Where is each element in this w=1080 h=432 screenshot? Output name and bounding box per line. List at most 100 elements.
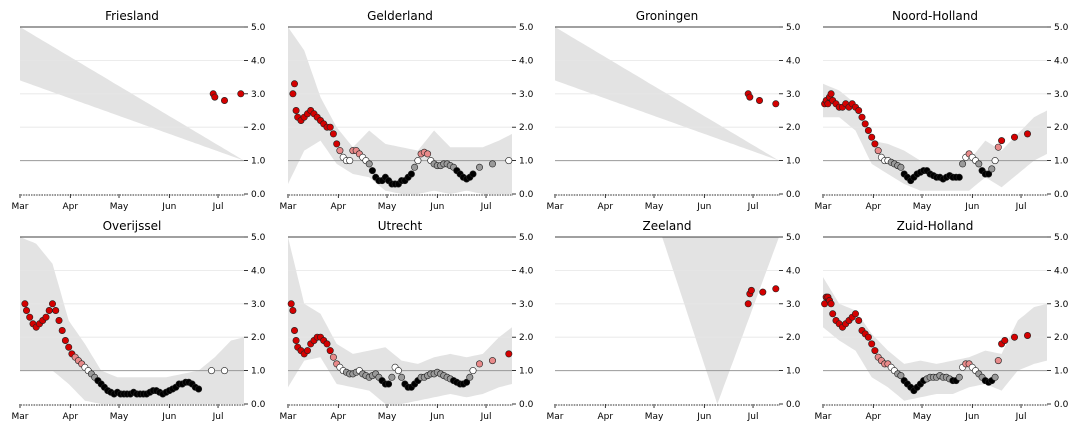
x-tick-label: Mar [280,202,297,212]
x-minor-ticks [554,404,780,406]
panel-groningen: Groningen 0.0 1.0 2.0 3.0 4.0 5.0 Mar Apr May Jun J… [547,9,801,212]
x-minor-ticks [19,404,245,406]
x-tick-label: Jul [212,412,224,422]
y-tick-label: 3.0 [786,90,801,100]
y-tick-label: 4.0 [786,266,801,276]
y-tick-label: 1.0 [1054,367,1069,377]
panel-title: Utrecht [378,219,423,233]
data-point [1024,130,1032,138]
data-point [829,310,837,318]
y-tick-label: 1.0 [519,367,534,377]
data-point [488,357,496,365]
panel-title: Gelderland [367,9,433,23]
x-tick-label: Jul [1015,412,1027,422]
data-point [289,306,297,314]
data-point [998,137,1006,145]
data-point [329,353,337,361]
data-point [52,306,60,314]
data-point [463,378,471,386]
data-point [211,93,219,101]
confidence-band [20,237,244,404]
y-tick-label: 3.0 [1054,300,1069,310]
panel-title: Zuid-Holland [897,219,974,233]
data-point [824,100,832,108]
data-point [994,143,1002,151]
y-tick-label: 0.0 [251,400,266,410]
data-point [1001,336,1009,344]
data-point [21,300,29,308]
data-point [346,157,354,165]
y-tick-label: 3.0 [786,300,801,310]
data-point [466,373,474,381]
x-tick-label: Apr [331,412,347,422]
x-tick-label: Jul [1015,202,1027,212]
data-point [48,300,56,308]
x-tick-label: Apr [63,412,79,422]
data-point [333,140,341,148]
y-tick-label: 2.0 [1054,123,1069,133]
data-point [864,127,872,135]
x-tick-label: Mar [280,412,297,422]
panel-title: Noord-Holland [892,9,978,23]
x-tick-label: Jun [964,202,979,212]
data-point [991,373,999,381]
data-point [505,350,513,358]
x-tick-label: Jul [212,202,224,212]
y-tick-label: 2.0 [251,333,266,343]
x-tick-label: May [110,202,129,212]
data-point [336,147,344,155]
data-point [868,340,876,348]
y-tick-label: 2.0 [251,123,266,133]
y-tick-label: 2.0 [786,333,801,343]
data-point [897,372,905,380]
data-point [237,90,245,98]
data-point [385,380,393,388]
data-point [505,157,513,165]
x-minor-ticks [822,404,1048,406]
data-point [469,170,477,178]
data-point [988,165,996,173]
x-tick-label: Jul [480,202,492,212]
data-point [368,167,376,175]
data-point [755,97,763,105]
data-point [221,97,229,105]
data-point [955,173,963,181]
data-point [45,306,53,314]
x-tick-label: Apr [63,202,79,212]
data-point [290,80,298,88]
y-tick-label: 3.0 [519,90,534,100]
panel-title: Groningen [636,9,698,23]
y-tick-label: 4.0 [251,56,266,66]
y-tick-label: 4.0 [519,56,534,66]
y-tick-label: 5.0 [1054,233,1069,243]
y-tick-label: 2.0 [786,123,801,133]
data-point [475,360,483,368]
data-point [975,160,983,168]
data-point [329,130,337,138]
data-point [290,326,298,334]
x-tick-label: Jun [696,202,711,212]
x-tick-label: Mar [547,412,564,422]
x-tick-label: Apr [598,412,614,422]
y-tick-label: 2.0 [519,333,534,343]
data-point [874,147,882,155]
y-tick-label: 0.0 [1054,190,1069,200]
y-tick-label: 1.0 [786,367,801,377]
confidence-band [555,237,779,404]
data-point [868,133,876,141]
y-tick-label: 3.0 [251,300,266,310]
panel-noord-holland: Noord-Holland 0.0 1.0 2.0 3.0 4.0 5.0 Mar Apr May… [815,9,1069,212]
x-tick-label: Jul [747,202,759,212]
y-tick-label: 3.0 [1054,90,1069,100]
data-point [488,160,496,168]
data-point [424,150,432,158]
data-point [61,336,69,344]
y-tick-label: 0.0 [1054,400,1069,410]
y-tick-label: 0.0 [519,400,534,410]
data-point [22,306,30,314]
y-tick-label: 5.0 [519,23,534,33]
x-tick-label: Jun [696,412,711,422]
x-tick-label: Mar [12,202,29,212]
data-point [394,367,402,375]
